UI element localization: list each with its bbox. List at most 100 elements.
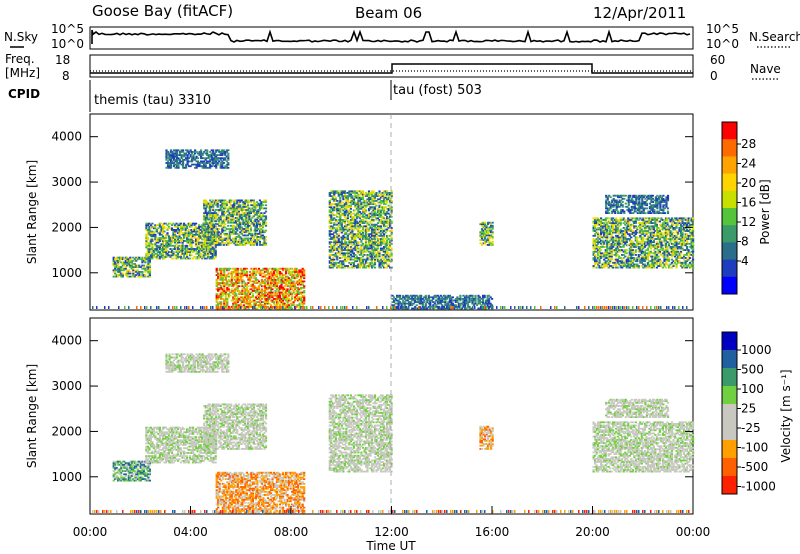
heatmap-cell-0-5 bbox=[339, 241, 342, 244]
heatmap-cell-0-5 bbox=[339, 247, 342, 250]
heatmap-cell-0-5 bbox=[330, 198, 333, 201]
heatmap-cell-0-4 bbox=[303, 272, 306, 275]
heatmap-cell-0-5 bbox=[367, 217, 371, 220]
heatmap-cell-0-5 bbox=[340, 192, 343, 194]
heatmap-cell-0-4 bbox=[280, 267, 283, 270]
heatmap-cell-0-5 bbox=[384, 192, 387, 194]
heatmap-cell-0-5 bbox=[351, 219, 354, 221]
heatmap-cell-0-2 bbox=[206, 166, 209, 169]
heatmap-cell-0-2 bbox=[168, 152, 171, 155]
heatmap-cell-0-0 bbox=[144, 271, 147, 273]
heatmap-cell-0-5 bbox=[355, 201, 358, 204]
heatmap-cell-0-5 bbox=[381, 193, 384, 196]
heatmap-cell-0-4 bbox=[277, 267, 280, 270]
heatmap-cell-0-5 bbox=[346, 204, 349, 207]
heatmap-cell-0-5 bbox=[349, 239, 352, 242]
heatmap-cell-0-4 bbox=[242, 271, 245, 273]
heatmap-cell-0-0 bbox=[145, 258, 148, 261]
heatmap-cell-0-3 bbox=[209, 221, 212, 224]
heatmap-cell-0-1 bbox=[161, 248, 165, 250]
heatmap-cell-0-1 bbox=[158, 230, 161, 233]
heatmap-cell-0-1 bbox=[148, 243, 151, 246]
heatmap-cell-0-4 bbox=[260, 301, 263, 303]
heatmap-cell-0-3 bbox=[219, 223, 222, 226]
heatmap-cell-0-3 bbox=[254, 209, 257, 211]
heatmap-cell-0-3 bbox=[213, 199, 216, 202]
heatmap-cell-0-4 bbox=[230, 272, 233, 275]
heatmap-cell-0-4 bbox=[224, 277, 227, 280]
heatmap-cell-0-4 bbox=[266, 269, 270, 272]
heatmap-cell-0-2 bbox=[224, 151, 227, 153]
heatmap-cell-0-1 bbox=[176, 224, 180, 227]
heatmap-cell-0-5 bbox=[354, 219, 357, 221]
heatmap-cell-0-5 bbox=[379, 222, 383, 224]
heatmap-cell-0-5 bbox=[373, 250, 377, 253]
heatmap-cell-0-6 bbox=[417, 299, 420, 302]
heatmap-cell-0-4 bbox=[218, 293, 221, 295]
heatmap-cell-0-3 bbox=[239, 205, 242, 208]
heatmap-cell-0-4 bbox=[236, 298, 239, 300]
heatmap-cell-0-4 bbox=[238, 280, 241, 283]
heatmap-cell-0-3 bbox=[224, 239, 227, 241]
heatmap-cell-0-5 bbox=[346, 265, 349, 267]
heatmap-cell-0-3 bbox=[213, 244, 216, 246]
heatmap-cell-0-5 bbox=[340, 220, 343, 223]
heatmap-cell-0-3 bbox=[206, 217, 209, 219]
heatmap-cell-0-4 bbox=[289, 283, 292, 286]
heatmap-cell-0-5 bbox=[345, 223, 348, 226]
heatmap-cell-0-4 bbox=[257, 296, 260, 299]
heatmap-cell-0-3 bbox=[206, 223, 209, 226]
heatmap-cell-0-4 bbox=[217, 290, 220, 292]
heatmap-cell-0-1 bbox=[202, 256, 205, 258]
heatmap-cell-0-1 bbox=[151, 244, 154, 247]
heatmap-cell-0-1 bbox=[205, 251, 208, 253]
heatmap-cell-0-5 bbox=[358, 266, 361, 269]
heatmap-cell-0-0 bbox=[121, 258, 124, 261]
heatmap-cell-0-1 bbox=[183, 224, 186, 227]
heatmap-cell-0-5 bbox=[364, 228, 368, 231]
heatmap-cell-0-3 bbox=[249, 228, 252, 230]
heatmap-cell-0-1 bbox=[189, 248, 192, 250]
heatmap-cell-0-4 bbox=[232, 282, 235, 284]
heatmap-cell-0-2 bbox=[185, 154, 188, 156]
heatmap-cell-0-1 bbox=[170, 241, 174, 244]
heatmap-cell-0-5 bbox=[351, 203, 354, 205]
heatmap-cell-0-3 bbox=[225, 232, 228, 235]
heatmap-cell-0-4 bbox=[274, 280, 277, 283]
heatmap-cell-0-2 bbox=[215, 158, 218, 161]
heatmap-cell-0-1 bbox=[155, 224, 158, 227]
heatmap-cell-0-4 bbox=[244, 302, 247, 305]
heatmap-cell-0-4 bbox=[248, 280, 251, 283]
heatmap-cell-0-1 bbox=[172, 254, 175, 257]
heatmap-cell-0-3 bbox=[228, 240, 231, 243]
heatmap-cell-0-3 bbox=[230, 232, 233, 235]
heatmap-cell-0-4 bbox=[292, 283, 295, 286]
heatmap-cell-0-5 bbox=[340, 260, 343, 263]
heatmap-cell-0-4 bbox=[285, 298, 288, 300]
heatmap-cell-0-3 bbox=[249, 239, 252, 241]
heatmap-cell-0-4 bbox=[232, 293, 235, 295]
heatmap-cell-0-1 bbox=[154, 252, 157, 255]
heatmap-cell-0-1 bbox=[190, 240, 193, 242]
heatmap-cell-0-4 bbox=[278, 296, 282, 299]
heatmap-cell-0-3 bbox=[216, 215, 219, 218]
heatmap-cell-0-1 bbox=[198, 238, 201, 241]
heatmap-cell-0-3 bbox=[249, 212, 252, 214]
heatmap-cell-0-3 bbox=[248, 240, 251, 243]
heatmap-cell-0-5 bbox=[360, 190, 363, 193]
heatmap-cell-0-0 bbox=[133, 271, 136, 273]
heatmap-cell-0-1 bbox=[179, 251, 183, 253]
heatmap-cell-0-0 bbox=[124, 274, 127, 276]
heatmap-cell-0-5 bbox=[390, 236, 393, 239]
heatmap-cell-0-5 bbox=[363, 217, 366, 220]
heatmap-cell-0-2 bbox=[215, 165, 218, 168]
heatmap-cell-0-5 bbox=[363, 254, 366, 256]
heatmap-cell-0-3 bbox=[221, 223, 224, 226]
heatmap-cell-0-1 bbox=[198, 237, 201, 239]
heatmap-cell-0-5 bbox=[346, 255, 349, 258]
heatmap-cell-0-4 bbox=[288, 282, 291, 284]
heatmap-cell-0-2 bbox=[186, 158, 189, 161]
heatmap-cell-0-1 bbox=[210, 248, 213, 250]
heatmap-cell-0-3 bbox=[264, 221, 268, 224]
heatmap-cell-0-1 bbox=[207, 249, 210, 252]
